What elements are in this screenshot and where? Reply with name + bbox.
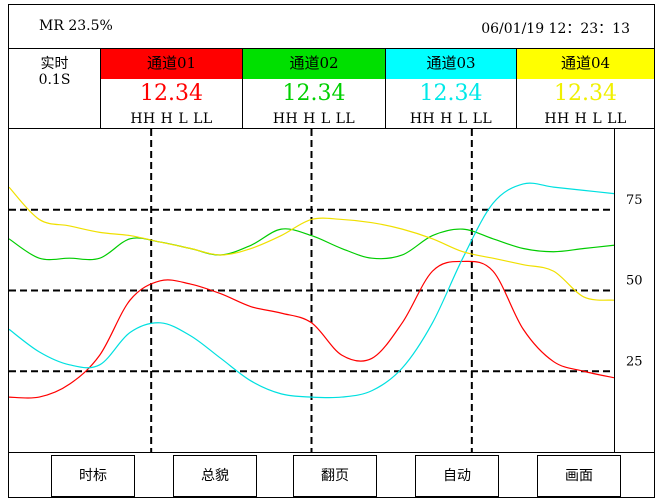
- channel-value-02: 12.34: [282, 81, 346, 106]
- channel-card-02[interactable]: 通道02 12.34 HH H L LL: [243, 49, 386, 128]
- auto-button[interactable]: 自动: [415, 455, 499, 497]
- screen-button[interactable]: 画面: [537, 455, 621, 497]
- channel-alarms-02: HH H L LL: [272, 111, 356, 127]
- datetime-readout: 06/01/19 12：23：13: [481, 21, 630, 37]
- page-turn-button[interactable]: 翻页: [293, 455, 377, 497]
- series-line-channel-03: [9, 182, 615, 399]
- channel-header-01: 通道01: [101, 49, 242, 79]
- y-tick-label-75: 75: [626, 193, 643, 208]
- button-bar: 时标 总貌 翻页 自动 画面: [8, 452, 655, 498]
- y-tick-label-50: 50: [626, 274, 643, 289]
- chart-grid: [9, 129, 614, 452]
- channel-header-02: 通道02: [243, 49, 385, 79]
- mode-cell: 实时 0.1S: [9, 49, 101, 128]
- mode-label: 实时: [40, 56, 69, 72]
- series-line-channel-04: [9, 186, 615, 301]
- time-mark-button[interactable]: 时标: [51, 455, 135, 497]
- series-line-channel-02: [9, 228, 615, 261]
- channel-card-04[interactable]: 通道04 12.34 HH H L LL: [517, 49, 654, 128]
- channel-value-04: 12.34: [554, 81, 617, 106]
- mode-interval: 0.1S: [38, 72, 71, 88]
- chart-series: [9, 182, 615, 399]
- channel-value-03: 12.34: [419, 81, 483, 106]
- y-tick-label-25: 25: [626, 354, 643, 369]
- mr-readout: MR 23.5%: [39, 18, 113, 34]
- trend-chart: 25 50 75: [9, 129, 643, 452]
- channel-panel: 实时 0.1S 通道01 12.34 HH H L LL 通道02 12.34 …: [8, 48, 655, 129]
- channel-card-01[interactable]: 通道01 12.34 HH H L LL: [101, 49, 243, 128]
- channel-value-01: 12.34: [140, 81, 203, 106]
- channel-alarms-04: HH H L LL: [544, 111, 627, 127]
- header-bar: MR 23.5% 06/01/19 12：23：13: [8, 4, 655, 49]
- overview-button[interactable]: 总貌: [173, 455, 257, 497]
- channel-alarms-01: HH H L LL: [130, 111, 213, 127]
- trend-chart-panel: 25 50 75: [8, 128, 655, 453]
- channel-alarms-03: HH H L LL: [409, 111, 493, 127]
- channel-header-03: 通道03: [386, 49, 516, 79]
- channel-header-04: 通道04: [517, 49, 654, 79]
- series-line-channel-01: [9, 260, 615, 399]
- chart-y-ticks: 25 50 75: [626, 193, 643, 370]
- channel-card-03[interactable]: 通道03 12.34 HH H L LL: [386, 49, 517, 128]
